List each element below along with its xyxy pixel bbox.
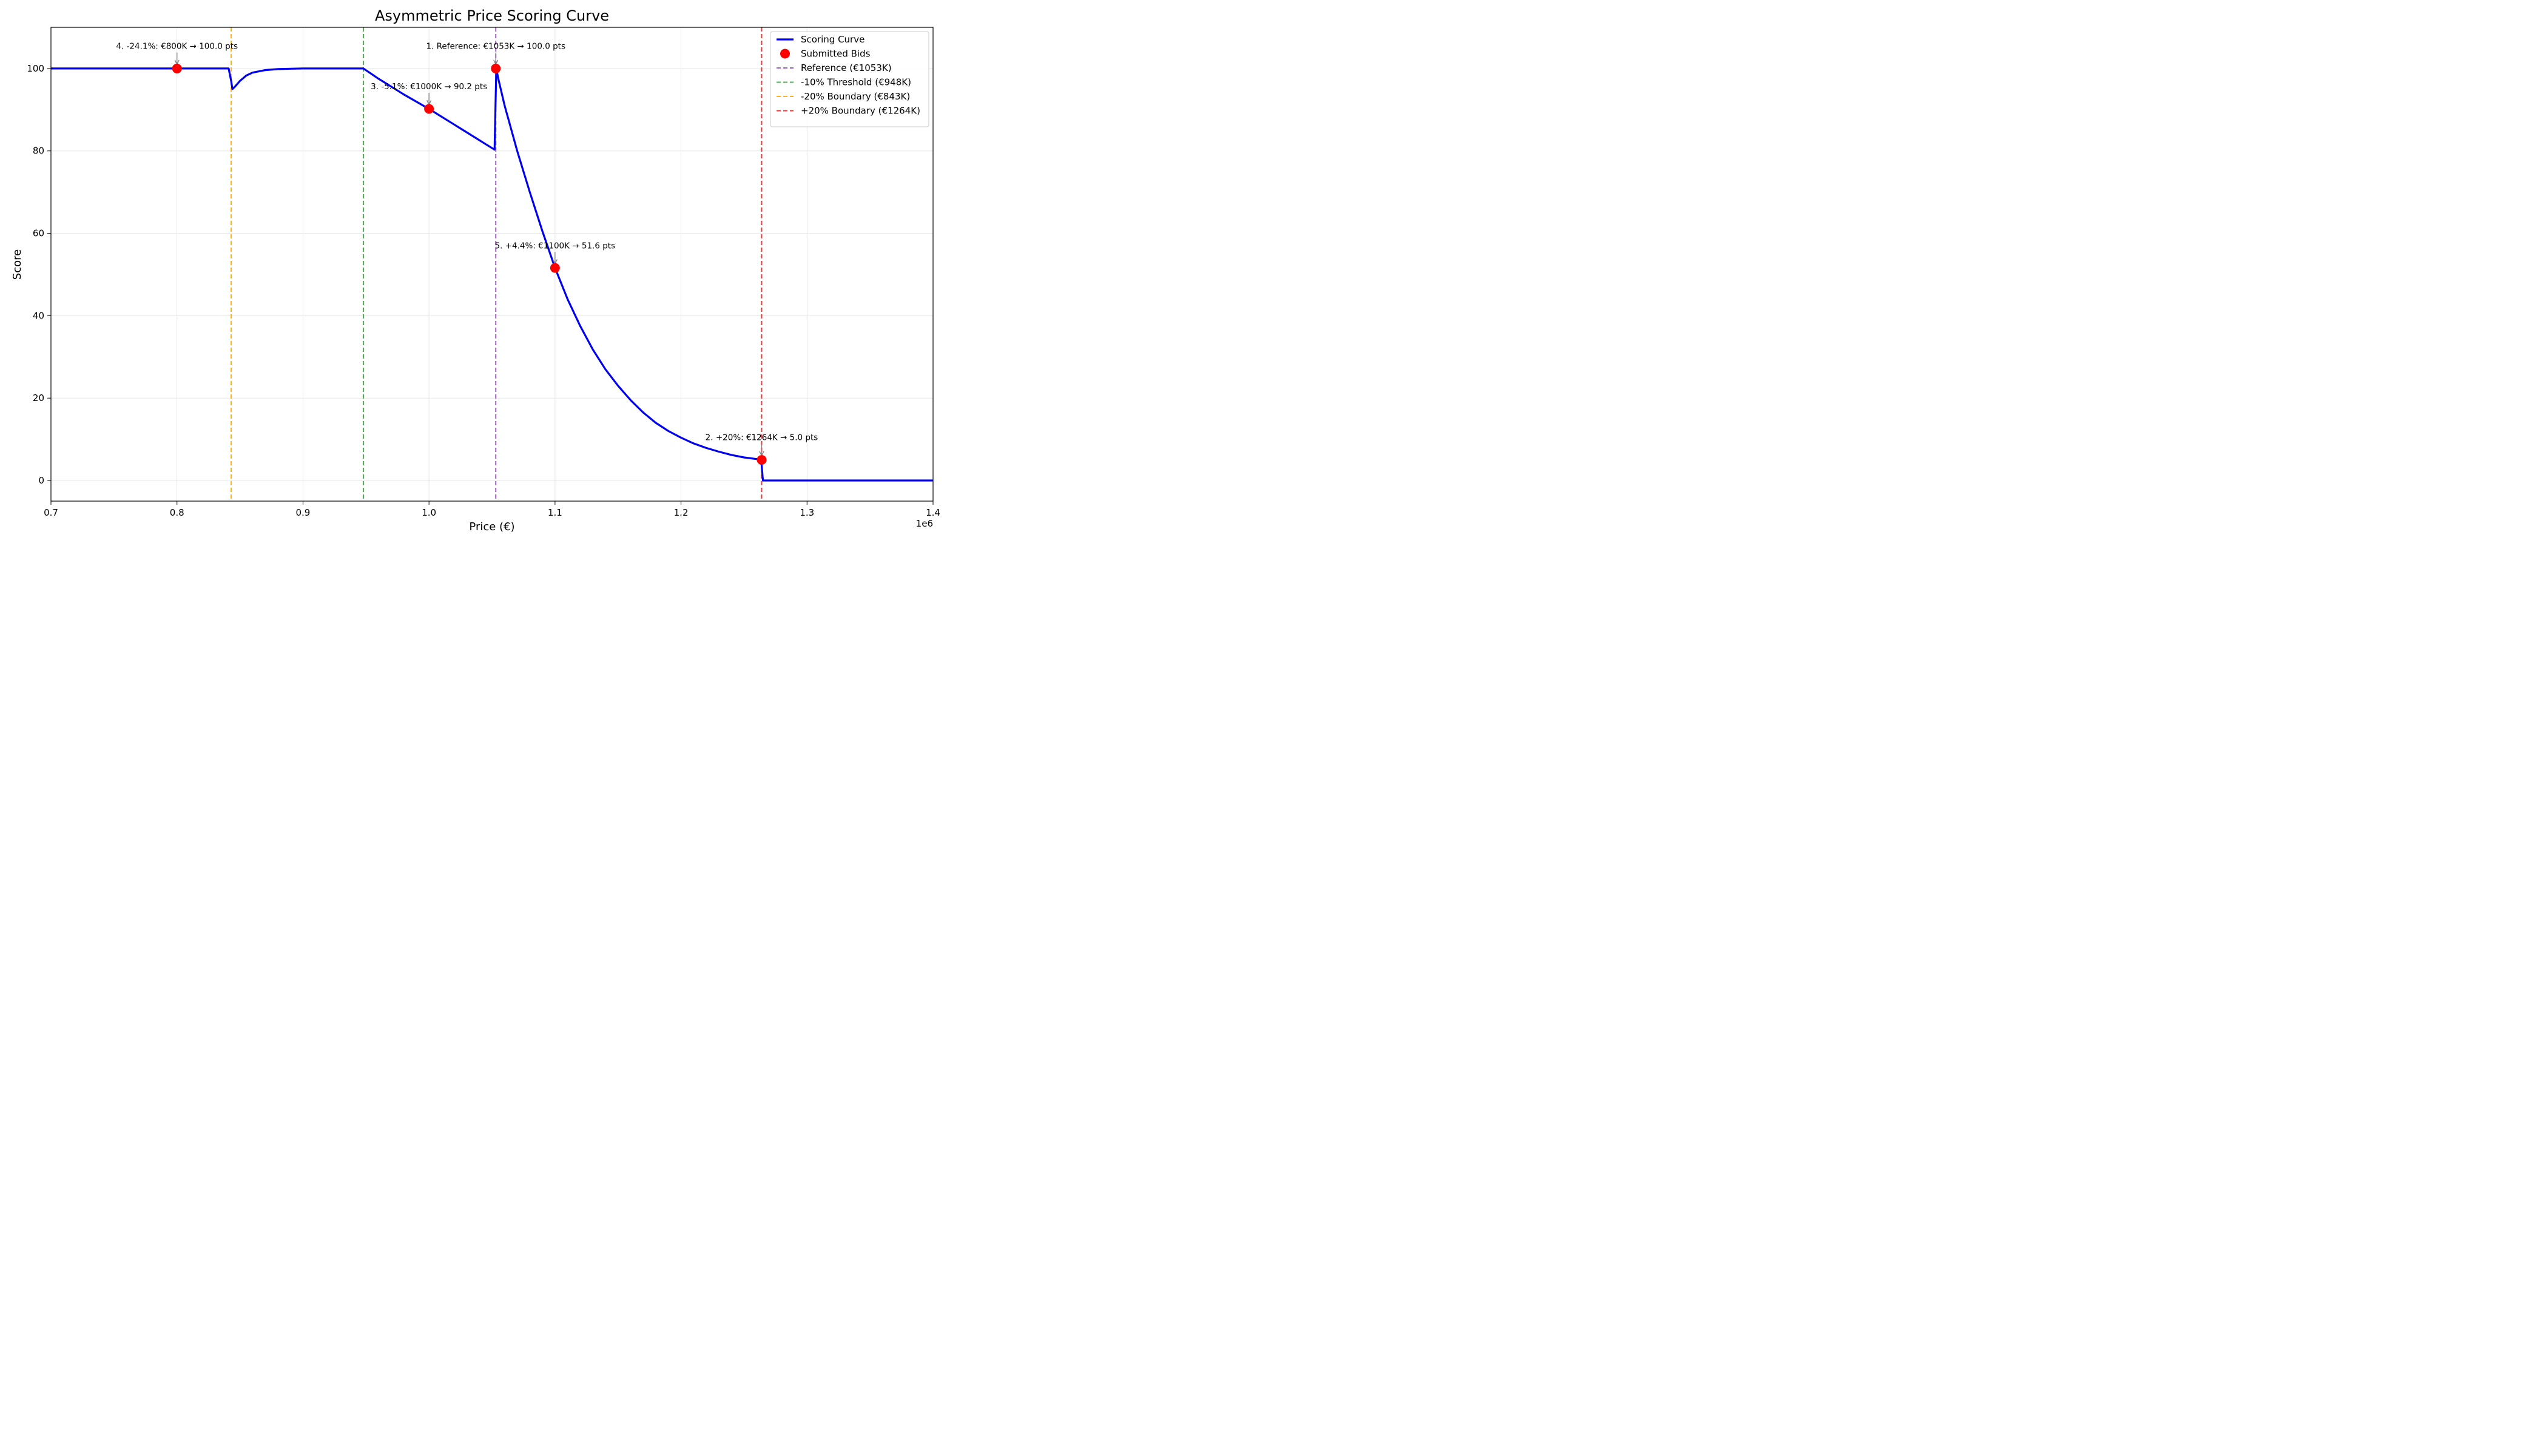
legend-swatch-marker (780, 49, 790, 59)
x-axis: 0.7 0.8 0.9 1.0 1.1 1.2 1.3 1.4 (44, 501, 940, 518)
x-tick-label: 1.2 (674, 507, 689, 518)
annotation-label: 1. Reference: €1053K → 100.0 pts (426, 42, 565, 52)
x-tick-label: 0.8 (170, 507, 184, 518)
x-tick-label: 1.0 (422, 507, 436, 518)
x-tick-label: 0.9 (295, 507, 310, 518)
y-axis: 0 20 40 60 80 100 (27, 63, 51, 486)
bid-point (491, 63, 501, 73)
x-tick-label: 1.1 (548, 507, 562, 518)
x-axis-title: Price (€) (469, 521, 514, 533)
legend-box (770, 31, 929, 127)
y-axis-title: Score (11, 249, 24, 280)
annotations: 4. -24.1%: €800K → 100.0 pts 1. Reference… (116, 42, 818, 457)
legend-label: Submitted Bids (801, 49, 871, 59)
scoring-chart: Asymmetric Price Scoring Curve 4. -24.1%… (0, 0, 951, 544)
legend: Scoring Curve Submitted Bids Reference (€1… (770, 31, 929, 127)
bid-point (424, 104, 434, 114)
annotation-label: 5. +4.4%: €1100K → 51.6 pts (495, 241, 616, 251)
x-tick-label: 1.4 (926, 507, 940, 518)
legend-label: -20% Boundary (€843K) (801, 91, 910, 102)
curve-layer (51, 67, 933, 482)
legend-label: Reference (€1053K) (801, 62, 892, 73)
legend-label: -10% Threshold (€948K) (801, 77, 911, 88)
y-tick-label: 20 (33, 393, 44, 403)
plot-frame (50, 27, 934, 502)
bid-point (757, 455, 767, 465)
bid-point (172, 63, 182, 73)
annotation-label: 3. -5.1%: €1000K → 90.2 pts (371, 82, 487, 92)
y-tick-label: 60 (33, 228, 44, 239)
y-tick-label: 80 (33, 146, 44, 157)
x-axis-offset-label: 1e6 (916, 518, 933, 529)
bid-points (172, 63, 767, 465)
annotation-label: 2. +20%: €1264K → 5.0 pts (706, 433, 818, 443)
y-tick-label: 100 (27, 63, 44, 74)
reference-lines (231, 27, 763, 501)
chart-title: Asymmetric Price Scoring Curve (375, 7, 609, 24)
x-tick-label: 1.3 (800, 507, 814, 518)
y-tick-label: 40 (33, 310, 44, 321)
y-tick-label: 0 (38, 475, 44, 486)
annotation-label: 4. -24.1%: €800K → 100.0 pts (116, 42, 238, 52)
scoring-curve-line (51, 67, 933, 482)
legend-label: Scoring Curve (801, 34, 864, 45)
bid-point (550, 263, 560, 273)
legend-label: +20% Boundary (€1264K) (801, 106, 920, 116)
x-tick-label: 0.7 (44, 507, 58, 518)
